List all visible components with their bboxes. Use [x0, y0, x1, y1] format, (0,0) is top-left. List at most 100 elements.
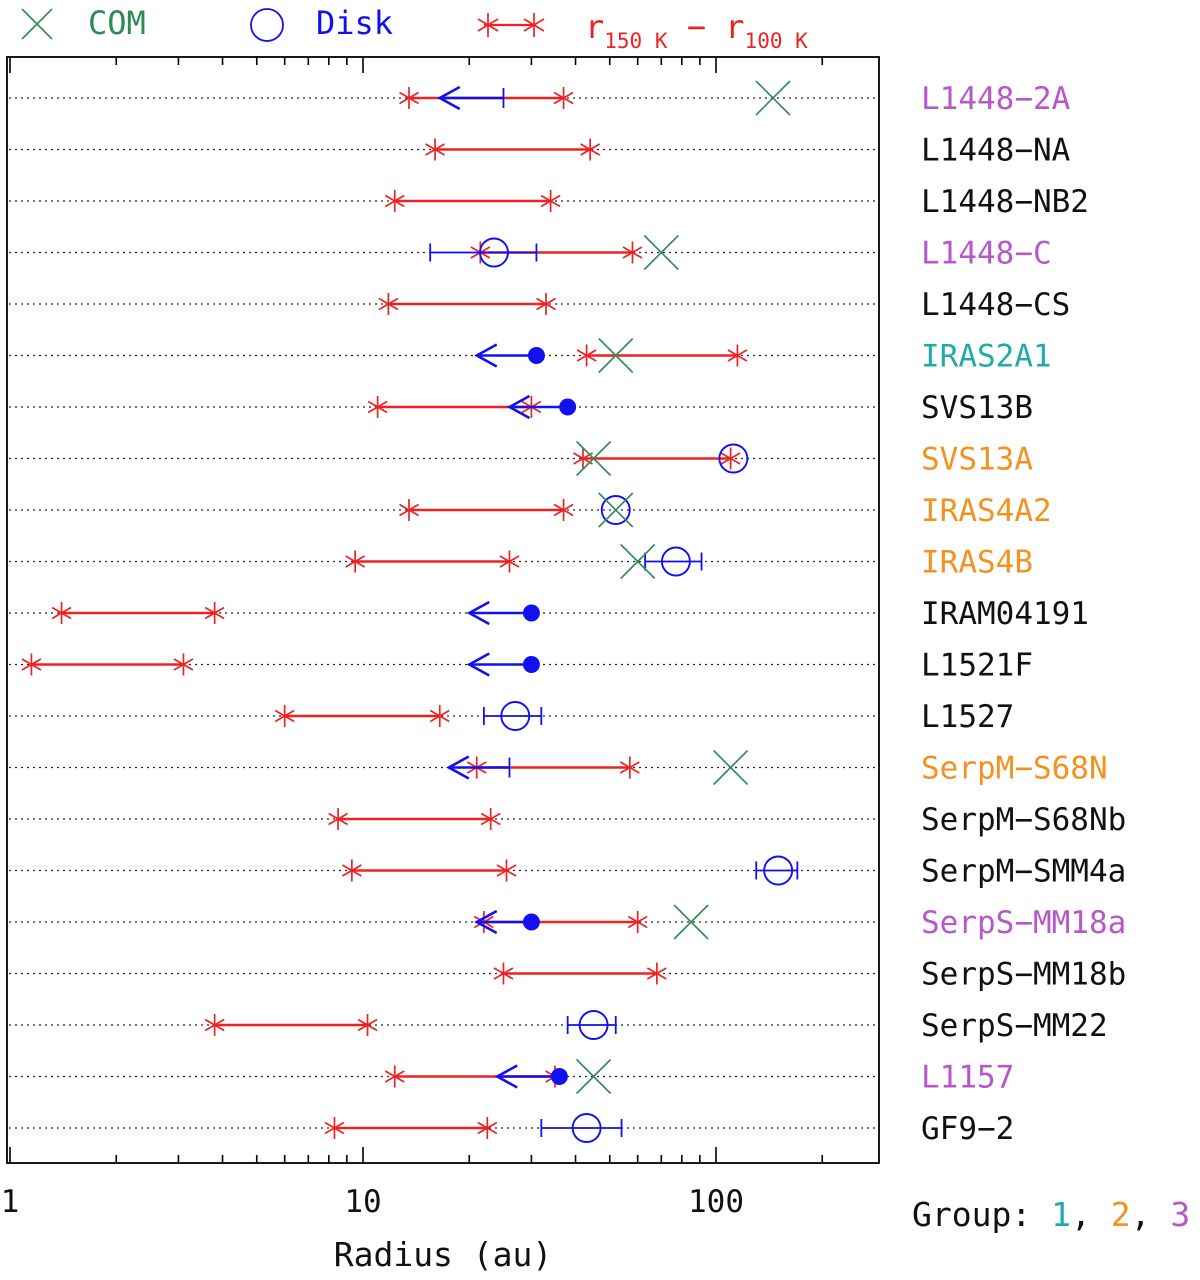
source-row — [9, 652, 877, 677]
disk-marker-open — [718, 443, 749, 474]
range-star — [627, 911, 648, 933]
disk-marker-filled — [522, 913, 540, 931]
source-label: L1448−C — [921, 236, 1052, 272]
range-star — [367, 396, 388, 418]
group-note: Group: 1, 2, 3 — [912, 1195, 1190, 1234]
x-tick-label: 100 — [688, 1184, 744, 1220]
source-row — [9, 701, 877, 731]
legend-range-sub2: 100 K — [745, 29, 809, 53]
source-label: SerpM−S68Nb — [921, 802, 1126, 838]
com-marker — [576, 1058, 612, 1095]
source-row — [9, 808, 877, 830]
source-label: SerpS−MM18b — [921, 957, 1126, 993]
range-star — [499, 550, 520, 573]
legend-disk-marker — [250, 8, 284, 42]
group-note-sep-2: , — [1131, 1195, 1171, 1234]
range-star — [646, 962, 667, 985]
disk-marker-open — [600, 495, 631, 525]
com-marker — [643, 234, 679, 271]
disk-marker-open — [660, 546, 691, 577]
range-star — [727, 344, 748, 367]
legend-com-marker — [21, 8, 53, 40]
range-star — [477, 1117, 498, 1139]
source-row — [9, 440, 877, 477]
com-marker — [598, 492, 634, 528]
source-row — [9, 962, 877, 985]
legend-range-r1: r — [585, 8, 604, 46]
source-row — [9, 190, 877, 212]
group-note-2: 2 — [1111, 1195, 1131, 1234]
source-row — [9, 1113, 877, 1143]
range-star — [324, 1117, 345, 1139]
source-label: IRAS4A2 — [921, 493, 1052, 529]
range-star — [622, 241, 643, 264]
disk-marker-filled — [527, 347, 545, 364]
rows-layer: L1448−2A L1448−NA L1448−NB2 L1448−C L1448−CS… — [9, 80, 1126, 1147]
source-row — [9, 394, 877, 420]
legend-disk-label: Disk — [316, 4, 393, 42]
source-row — [9, 1058, 877, 1095]
source-label: SVS13A — [921, 442, 1033, 478]
legend-range-marker — [477, 13, 545, 37]
source-label: L1448−CS — [921, 287, 1070, 323]
com-marker — [755, 80, 791, 116]
plot-frame — [6, 56, 880, 1164]
range-star — [720, 447, 741, 470]
range-star — [173, 653, 194, 676]
com-marker — [713, 749, 749, 786]
legend-range-dash: − — [667, 8, 725, 46]
source-row — [9, 337, 877, 374]
disk-marker-filled — [559, 398, 577, 416]
source-row — [9, 80, 877, 116]
range-star — [580, 138, 601, 161]
range-star — [496, 859, 517, 882]
source-row — [9, 234, 877, 271]
source-row — [9, 1010, 877, 1040]
disk-marker-open — [763, 855, 794, 886]
disk-marker-open — [479, 237, 509, 268]
range-star — [357, 1014, 378, 1036]
range-star — [384, 190, 405, 212]
range-star — [553, 499, 574, 521]
disk-arrow — [474, 343, 498, 368]
range-star — [399, 499, 419, 521]
range-star — [341, 859, 362, 882]
range-star — [576, 344, 597, 367]
x-axis-label: Radius (au) — [334, 1235, 553, 1274]
range-star — [553, 87, 574, 109]
range-star — [493, 962, 514, 985]
range-star — [51, 602, 72, 624]
range-star — [429, 705, 450, 727]
x-tick-label: 1 — [1, 1184, 20, 1220]
source-label: SerpS−MM22 — [921, 1008, 1108, 1044]
disk-arrow — [474, 909, 498, 935]
range-star — [204, 602, 225, 624]
range-star — [384, 1065, 405, 1088]
range-star — [378, 293, 399, 315]
source-label: L1521F — [921, 648, 1033, 684]
range-star — [328, 808, 349, 830]
range-star — [345, 550, 366, 573]
range-star — [21, 653, 42, 676]
range-star — [540, 190, 561, 212]
disk-marker-open — [578, 1010, 609, 1040]
group-note-3: 3 — [1170, 1195, 1190, 1234]
com-marker — [598, 337, 634, 374]
com-marker — [620, 543, 656, 580]
source-label: IRAS4B — [921, 545, 1033, 581]
source-row — [9, 543, 877, 580]
range-star — [399, 87, 419, 109]
source-label: SerpM−SMM4a — [921, 854, 1126, 890]
source-row — [9, 749, 877, 786]
range-star — [619, 756, 640, 779]
source-label: L1448−NA — [921, 133, 1071, 169]
disk-arrow — [506, 394, 531, 420]
disk-marker-filled — [522, 656, 540, 673]
disk-arrow — [466, 600, 490, 626]
group-note-1: 1 — [1051, 1195, 1071, 1234]
range-star — [425, 138, 445, 161]
legend-range-label: r150 K − r100 K — [585, 8, 808, 53]
legend-range-sub1: 150 K — [604, 29, 668, 53]
com-marker — [576, 440, 612, 477]
